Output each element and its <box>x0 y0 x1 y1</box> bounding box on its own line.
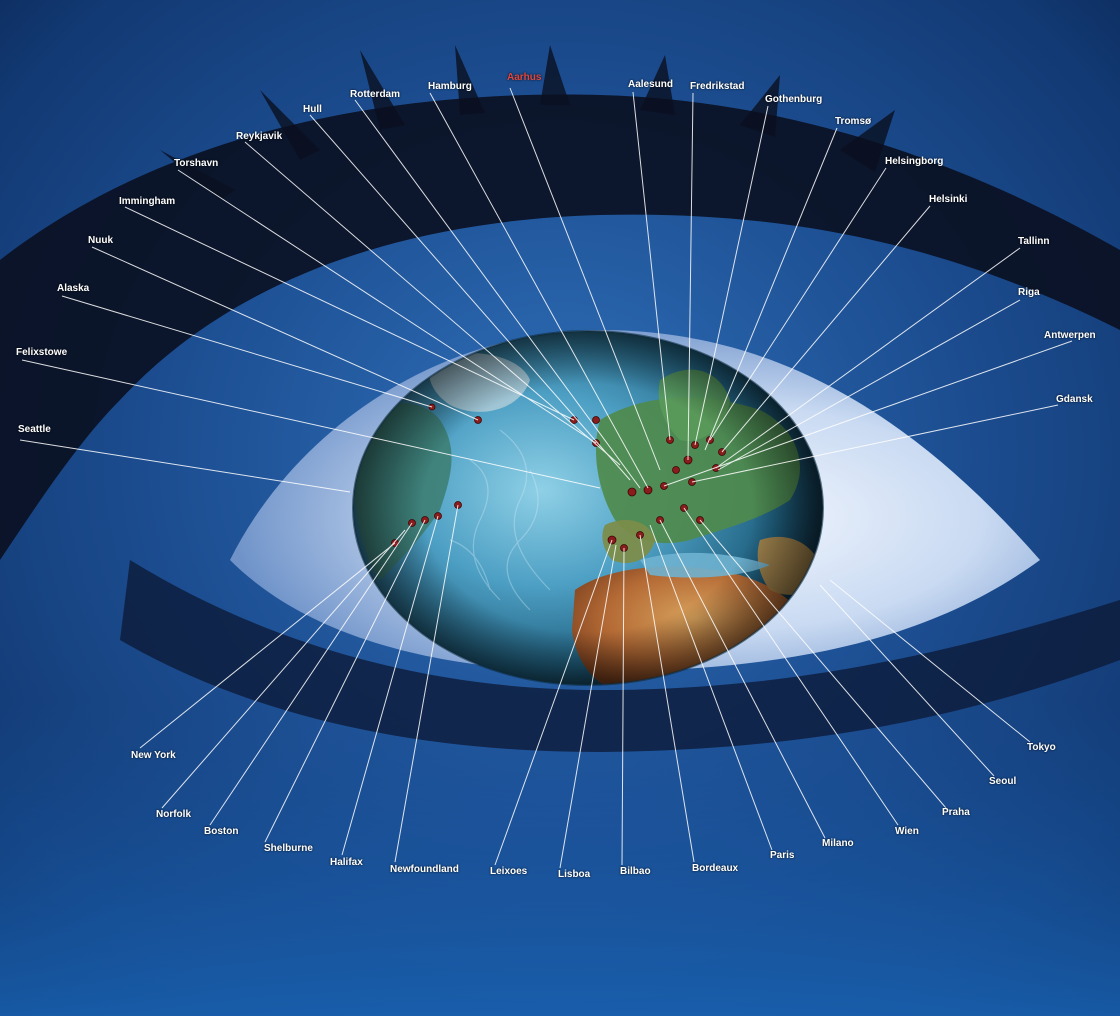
label-gothenburg: Gothenburg <box>765 94 823 105</box>
label-milano: Milano <box>822 838 854 849</box>
label-praha: Praha <box>942 807 970 818</box>
label-reykjavik: Reykjavik <box>236 131 283 142</box>
label-seattle: Seattle <box>18 424 51 435</box>
label-aalesund: Aalesund <box>628 79 674 90</box>
label-leixoes: Leixoes <box>490 866 528 877</box>
label-new-york: New York <box>131 750 176 761</box>
label-tallinn: Tallinn <box>1018 236 1050 247</box>
label-seoul: Seoul <box>989 776 1017 787</box>
label-antwerpen: Antwerpen <box>1044 330 1096 341</box>
label-lisboa: Lisboa <box>558 869 591 880</box>
label-helsingborg: Helsingborg <box>885 156 944 167</box>
label-riga: Riga <box>1018 287 1040 298</box>
label-halifax: Halifax <box>330 857 363 868</box>
label-hull: Hull <box>303 104 322 115</box>
label-bilbao: Bilbao <box>620 866 651 877</box>
label-boston: Boston <box>204 826 239 837</box>
label-helsinki: Helsinki <box>929 194 968 205</box>
label-nuuk: Nuuk <box>88 235 113 246</box>
label-newfoundland: Newfoundland <box>390 864 459 875</box>
label-hamburg: Hamburg <box>428 81 472 92</box>
label-fredrikstad: Fredrikstad <box>690 81 745 92</box>
label-tromso: Tromsø <box>835 116 872 127</box>
label-bordeaux: Bordeaux <box>692 863 739 874</box>
label-wien: Wien <box>895 826 919 837</box>
label-gdansk: Gdansk <box>1056 394 1093 405</box>
label-torshavn: Torshavn <box>174 158 219 169</box>
label-alaska: Alaska <box>57 283 90 294</box>
label-paris: Paris <box>770 850 795 861</box>
label-shelburne: Shelburne <box>264 843 313 854</box>
label-tokyo: Tokyo <box>1027 742 1056 753</box>
label-felixstowe: Felixstowe <box>16 347 68 358</box>
label-aarhus: Aarhus <box>507 72 542 83</box>
label-immingham: Immingham <box>119 196 176 207</box>
label-rotterdam: Rotterdam <box>350 89 401 100</box>
label-norfolk: Norfolk <box>156 809 191 820</box>
